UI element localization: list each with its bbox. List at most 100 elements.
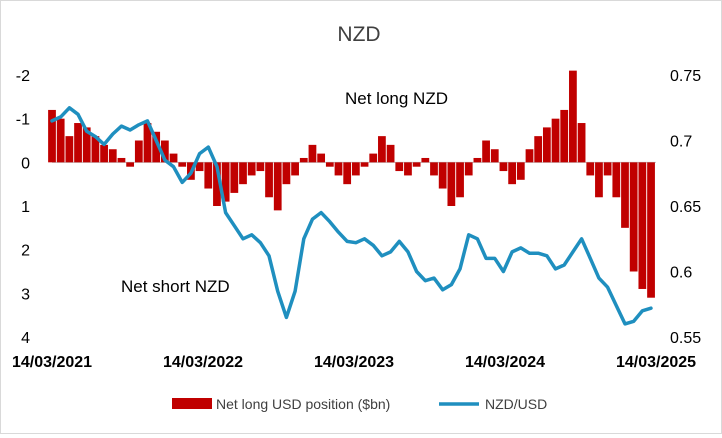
usd-position-bar [464,162,473,176]
usd-position-bar [117,157,126,163]
right-tick-label: 0.55 [670,330,701,347]
x-tick-label: 14/03/2024 [465,354,545,371]
usd-position-bar [621,162,629,228]
usd-position-bar [143,123,152,163]
usd-position-bar [534,136,543,163]
usd-position-bar [421,157,430,163]
usd-position-bar [195,162,204,172]
usd-position-bar [456,162,464,198]
right-tick-label: 0.75 [670,68,701,85]
usd-position-bar [490,149,499,163]
usd-position-bar [343,162,352,185]
usd-position-bar [586,162,595,176]
usd-position-bar [430,162,438,176]
usd-position-bar [317,153,326,163]
usd-position-bar [82,127,91,163]
x-tick-label: 14/03/2025 [616,354,696,371]
legend-bar-label: Net long USD position ($bn) [216,396,390,412]
usd-position-bar [282,162,291,185]
left-tick-label: 3 [21,286,30,303]
usd-position-bar [74,123,82,163]
right-axis: 0.75 0.7 0.65 0.6 0.55 [670,68,701,347]
usd-position-bar [499,162,508,172]
annotation-net-long: Net long NZD [345,89,448,108]
usd-position-bar [369,153,378,163]
usd-position-bar [134,140,143,163]
usd-position-bar [560,109,569,163]
usd-position-bar [178,162,187,167]
usd-position-bar [273,162,282,211]
usd-position-bar [577,123,586,163]
usd-position-bar [221,162,230,202]
usd-position-bar [152,131,161,163]
usd-position-bar [508,162,517,185]
usd-position-bar [230,162,239,193]
legend: Net long USD position ($bn) NZD/USD [172,396,547,412]
usd-position-bar [551,118,560,163]
usd-position-bar [412,162,421,167]
usd-position-bar [265,162,273,198]
usd-position-bar [595,162,603,198]
legend-line-label: NZD/USD [485,396,547,412]
usd-position-bar [334,162,343,176]
x-tick-label: 14/03/2021 [12,354,92,371]
usd-position-bar [516,162,525,180]
usd-position-bar [404,162,412,176]
usd-position-bar [56,118,65,163]
usd-position-bar [386,144,395,163]
left-tick-label: 4 [21,330,30,347]
x-axis: 14/03/2021 14/03/2022 14/03/2023 14/03/2024… [12,354,696,371]
left-tick-label: 0 [21,155,30,172]
usd-position-bar [48,109,56,163]
left-axis: -2 -1 0 1 2 3 4 [16,68,30,347]
nzdusd-line [50,106,653,326]
usd-position-bar [325,162,334,167]
usd-position-bar [247,162,256,176]
usd-position-bar [65,136,74,163]
usd-position-bar [629,162,638,272]
usd-position-bar [612,162,621,198]
chart-title: NZD [337,23,380,46]
legend-bar-swatch [172,398,212,409]
left-tick-label: -1 [16,112,30,129]
usd-position-bar [351,162,360,176]
usd-position-bar [239,162,247,185]
x-tick-label: 14/03/2022 [163,354,243,371]
usd-position-bar [160,140,169,163]
usd-position-bar [308,144,317,163]
usd-position-bar [378,136,386,163]
usd-position-bar [108,149,117,163]
right-tick-label: 0.65 [670,199,701,216]
usd-position-bar [438,162,447,189]
usd-position-bar [542,127,551,163]
usd-position-bar [360,162,369,167]
usd-position-bar [291,162,299,176]
right-tick-label: 0.6 [670,265,692,282]
x-tick-label: 14/03/2023 [314,354,394,371]
usd-position-bar [603,162,612,176]
annotation-net-short: Net short NZD [121,277,230,296]
usd-position-bar [256,162,265,172]
bar-series [48,70,655,298]
left-tick-label: -2 [16,68,30,85]
usd-position-bar [169,153,178,163]
usd-position-bar [100,144,108,163]
right-tick-label: 0.7 [670,134,692,151]
left-tick-label: 2 [21,243,30,260]
usd-position-bar [395,162,404,172]
usd-position-bar [204,162,213,189]
usd-position-bar [91,136,100,163]
usd-position-bar [473,157,482,163]
usd-position-bar [213,162,221,206]
usd-position-bar [447,162,456,206]
usd-position-bar [638,162,647,289]
usd-position-bar [482,140,490,163]
usd-position-bar [647,162,655,298]
left-tick-label: 1 [21,199,30,216]
usd-position-bar [299,157,308,163]
usd-position-bar [525,149,534,163]
usd-position-bar [569,70,577,163]
usd-position-bar [126,162,135,167]
